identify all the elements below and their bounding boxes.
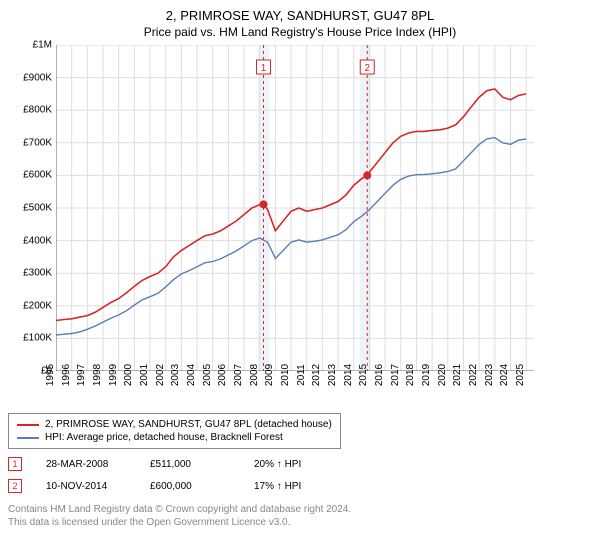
x-tick-label: 2020 xyxy=(437,364,448,386)
x-tick-label: 2015 xyxy=(358,364,369,386)
sale-diff: 20% ↑ HPI xyxy=(254,459,334,470)
x-tick-label: 2013 xyxy=(327,364,338,386)
x-tick-label: 2008 xyxy=(249,364,260,386)
x-tick-label: 2000 xyxy=(123,364,134,386)
sale-row: 2 10-NOV-2014 £600,000 17% ↑ HPI xyxy=(8,479,592,493)
y-tick-label: £200K xyxy=(23,300,52,311)
x-tick-label: 2004 xyxy=(186,364,197,386)
x-tick-label: 2018 xyxy=(405,364,416,386)
x-tick-label: 2006 xyxy=(217,364,228,386)
y-tick-label: £1M xyxy=(33,40,52,51)
legend-label: HPI: Average price, detached house, Brac… xyxy=(45,432,283,443)
sale-marker-icon: 1 xyxy=(8,457,22,471)
x-tick-label: 1997 xyxy=(76,364,87,386)
x-tick-label: 2024 xyxy=(499,364,510,386)
x-tick-label: 2001 xyxy=(139,364,150,386)
sale-date: 28-MAR-2008 xyxy=(46,459,126,470)
x-tick-label: 2016 xyxy=(374,364,385,386)
legend-swatch xyxy=(17,424,39,426)
footer-line-2: This data is licensed under the Open Gov… xyxy=(8,516,592,529)
x-tick-label: 2005 xyxy=(202,364,213,386)
x-tick-label: 2009 xyxy=(264,364,275,386)
footer-line-1: Contains HM Land Registry data © Crown c… xyxy=(8,503,592,516)
x-tick-label: 2022 xyxy=(468,364,479,386)
x-tick-label: 2010 xyxy=(280,364,291,386)
y-tick-label: £800K xyxy=(23,105,52,116)
legend-swatch xyxy=(17,437,39,439)
x-tick-label: 2017 xyxy=(390,364,401,386)
legend-item: HPI: Average price, detached house, Brac… xyxy=(17,431,332,444)
sales-table: 1 28-MAR-2008 £511,000 20% ↑ HPI 2 10-NOV-201… xyxy=(8,457,592,493)
chart-subtitle: Price paid vs. HM Land Registry's House … xyxy=(8,25,592,39)
sale-marker-icon: 2 xyxy=(8,479,22,493)
x-tick-label: 1999 xyxy=(108,364,119,386)
y-tick-label: £400K xyxy=(23,235,52,246)
legend: 2, PRIMROSE WAY, SANDHURST, GU47 8PL (de… xyxy=(8,413,341,449)
svg-text:1: 1 xyxy=(261,63,267,74)
x-tick-label: 2007 xyxy=(233,364,244,386)
x-tick-label: 1996 xyxy=(61,364,72,386)
x-tick-label: 2014 xyxy=(343,364,354,386)
y-tick-label: £300K xyxy=(23,268,52,279)
sale-diff: 17% ↑ HPI xyxy=(254,481,334,492)
footer-attribution: Contains HM Land Registry data © Crown c… xyxy=(8,503,592,529)
chart-area: 12 £0£100K£200K£300K£400K£500K£600K£700K… xyxy=(56,45,534,371)
x-tick-label: 2019 xyxy=(421,364,432,386)
y-tick-label: £100K xyxy=(23,333,52,344)
legend-label: 2, PRIMROSE WAY, SANDHURST, GU47 8PL (de… xyxy=(45,419,332,430)
svg-text:2: 2 xyxy=(364,63,370,74)
x-tick-label: 1998 xyxy=(92,364,103,386)
line-chart-svg: 12 xyxy=(56,45,534,371)
x-tick-label: 2021 xyxy=(452,364,463,386)
x-tick-label: 2002 xyxy=(155,364,166,386)
chart-title: 2, PRIMROSE WAY, SANDHURST, GU47 8PL xyxy=(8,8,592,23)
y-tick-label: £600K xyxy=(23,170,52,181)
x-tick-label: 2003 xyxy=(170,364,181,386)
legend-item: 2, PRIMROSE WAY, SANDHURST, GU47 8PL (de… xyxy=(17,418,332,431)
x-tick-label: 2011 xyxy=(296,364,307,386)
sale-date: 10-NOV-2014 xyxy=(46,481,126,492)
sale-row: 1 28-MAR-2008 £511,000 20% ↑ HPI xyxy=(8,457,592,471)
sale-price: £511,000 xyxy=(150,459,230,470)
x-tick-label: 2025 xyxy=(515,364,526,386)
x-tick-label: 2012 xyxy=(311,364,322,386)
sale-price: £600,000 xyxy=(150,481,230,492)
y-tick-label: £700K xyxy=(23,137,52,148)
y-tick-label: £500K xyxy=(23,203,52,214)
x-tick-label: 2023 xyxy=(484,364,495,386)
y-tick-label: £900K xyxy=(23,72,52,83)
x-tick-label: 1995 xyxy=(45,364,56,386)
